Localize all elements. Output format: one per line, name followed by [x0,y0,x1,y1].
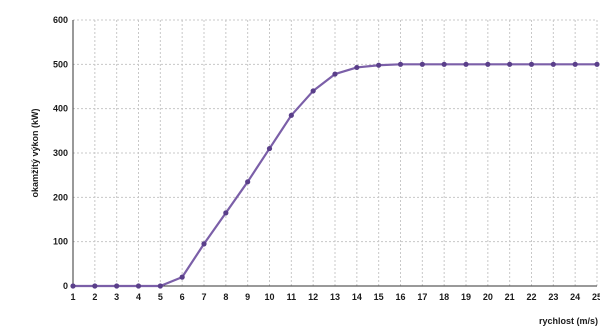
y-tick-labels: 0 100 200 300 400 500 600 [53,15,68,291]
x-tick-label: 11 [287,292,297,302]
data-point [288,112,294,118]
data-point [135,283,142,289]
x-tick-label: 3 [114,292,119,302]
x-tick-label: 8 [223,292,228,302]
data-point [157,283,163,289]
data-point [397,61,404,67]
x-tick-label: 17 [417,292,427,302]
data-point [485,61,491,67]
data-point [223,210,229,216]
data-point [266,145,273,152]
x-tick-label: 5 [158,292,163,302]
y-tick-label: 500 [53,59,68,69]
x-tick-label: 24 [570,292,580,302]
data-point [441,61,447,67]
y-tick-label: 0 [63,281,68,291]
x-tick-label: 1 [70,292,75,302]
x-tick-label: 4 [136,292,141,302]
x-tick-label: 9 [245,292,250,302]
data-point [179,274,185,280]
x-tick-labels: 1 2 3 4 5 6 7 8 9 10 11 12 13 14 15 16 17 18 19 20 21 22 23 24 2… [70,292,600,302]
x-tick-label: 21 [505,292,515,302]
y-tick-label: 600 [53,15,68,25]
data-point [463,61,469,67]
y-tick-label: 400 [53,104,68,114]
x-tick-label: 18 [439,292,449,302]
x-tick-label: 7 [201,292,206,302]
x-tick-label: 16 [395,292,405,302]
y-tick-label: 300 [53,148,68,158]
x-axis-label: rychlost (m/s) [539,316,598,326]
data-point [419,61,425,67]
data-point [528,61,535,67]
y-axis-label: okamžitý výkon (kW) [30,108,40,197]
x-tick-label: 15 [374,292,384,302]
data-point [594,61,600,67]
data-point [310,88,316,94]
y-tick-label: 200 [53,192,68,202]
x-tick-label: 19 [461,292,471,302]
data-point [354,64,360,71]
x-tick-label: 23 [548,292,558,302]
data-point [70,283,76,289]
x-tick-label: 20 [483,292,493,302]
grid [72,19,598,287]
series [70,61,600,289]
x-tick-label: 14 [352,292,362,302]
x-tick-label: 12 [308,292,318,302]
x-tick-label: 2 [92,292,97,302]
data-point [114,283,120,289]
data-point [332,71,338,77]
x-tick-label: 13 [330,292,340,302]
data-point [550,61,556,67]
x-tick-label: 6 [180,292,185,302]
data-point [507,61,513,67]
data-point [376,62,382,68]
data-point [201,241,207,247]
x-tick-label: 22 [526,292,536,302]
data-point [245,179,251,185]
data-point [572,61,578,67]
y-tick-label: 100 [53,237,68,247]
x-tick-label: 10 [264,292,274,302]
data-point [92,283,98,289]
x-tick-label: 25 [592,292,600,302]
